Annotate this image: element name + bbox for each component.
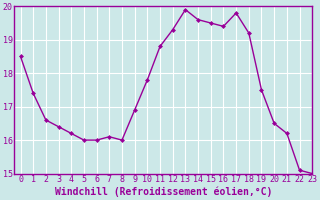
X-axis label: Windchill (Refroidissement éolien,°C): Windchill (Refroidissement éolien,°C) xyxy=(54,187,272,197)
